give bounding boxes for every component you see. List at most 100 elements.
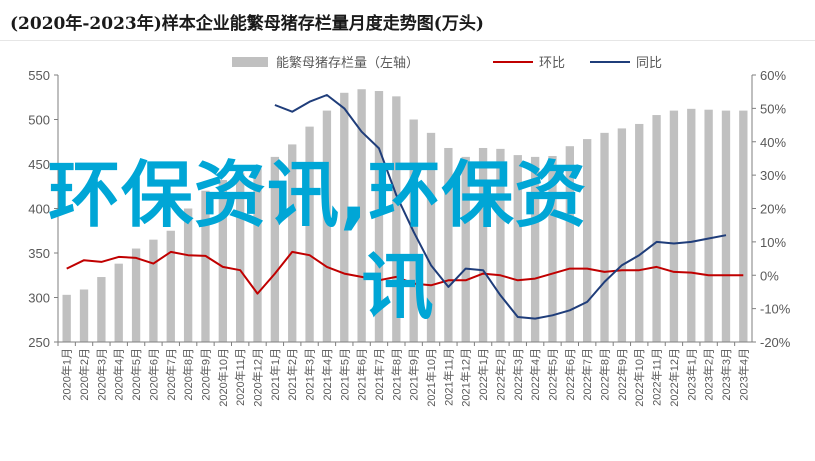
x-tick-label: 2020年2月: [77, 348, 91, 401]
bar: [530, 156, 540, 342]
bar: [253, 168, 262, 342]
x-tick-label: 2021年7月: [372, 348, 386, 401]
legend-label: 能繁母猪存栏量（左轴）: [276, 55, 419, 71]
bar: [392, 96, 401, 342]
line-series: [66, 94, 744, 320]
x-tick-label: 2021年5月: [337, 348, 351, 401]
x-tick-label: 2021年6月: [355, 348, 369, 401]
bar: [131, 248, 141, 342]
bar: [721, 110, 731, 342]
x-tick-label: 2022年10月: [632, 348, 646, 407]
x-tick-label: 2021年9月: [407, 348, 421, 401]
right-tick-label: 20%: [760, 202, 786, 217]
left-tick-label: 500: [28, 113, 50, 128]
x-tick-label: 2020年5月: [129, 348, 143, 401]
bar: [565, 146, 574, 342]
right-tick-label: 50%: [760, 101, 786, 116]
right-tick-label: 10%: [760, 235, 786, 250]
bar: [461, 156, 470, 342]
x-tick-label: 2021年10月: [424, 348, 438, 407]
right-tick-label: 40%: [760, 135, 786, 150]
x-tick-label: 2022年6月: [563, 348, 577, 401]
bar: [513, 155, 522, 342]
x-tick-label: 2022年9月: [615, 348, 629, 401]
bar: [322, 110, 332, 342]
left-tick-label: 300: [28, 291, 50, 306]
bar: [305, 126, 314, 343]
right-tick-label: -20%: [760, 335, 791, 350]
bar: [739, 110, 748, 342]
bar: [669, 110, 679, 342]
right-tick-label: 60%: [760, 68, 786, 83]
bar: [166, 230, 175, 342]
x-tick-label: 2022年2月: [493, 348, 507, 401]
x-tick-label: 2021年2月: [285, 348, 299, 401]
bar: [478, 147, 488, 342]
left-tick-label: 250: [28, 335, 50, 350]
legend: 能繁母猪存栏量（左轴） 环比 同比: [232, 55, 662, 71]
bar: [114, 263, 123, 342]
legend-item: 同比: [590, 56, 662, 71]
legend-item: 环比: [493, 56, 565, 71]
yoy-line: [274, 94, 727, 320]
mom-line: [66, 250, 744, 295]
x-tick-label: 2020年11月: [233, 348, 247, 406]
bar: [548, 155, 557, 342]
left-tick-label: 550: [28, 68, 50, 83]
right-tick-label: 30%: [760, 168, 786, 183]
bar: [374, 91, 384, 343]
left-tick-label: 450: [28, 157, 50, 172]
bar: [687, 108, 696, 342]
x-tick-label: 2020年1月: [60, 348, 74, 401]
x-tick-label: 2020年3月: [94, 348, 108, 401]
x-tick-label: 2020年10月: [216, 348, 230, 407]
bar: [218, 180, 227, 342]
x-tick-label: 2020年4月: [112, 348, 126, 401]
axes: 250 300 350 400 450 500 550 -20% -10% 0% 10% 20% 30%…: [28, 68, 790, 407]
x-tick-label: 2021年11月: [441, 348, 455, 406]
bar: [617, 128, 627, 342]
bar: [496, 148, 505, 342]
x-tick-label: 2022年12月: [667, 348, 681, 407]
x-tick-label: 2023年3月: [719, 348, 733, 401]
bar: [149, 239, 158, 342]
chart-title: (2020年-2023年)样本企业能繁母猪存栏量月度走势图(万头): [10, 14, 484, 34]
bar: [600, 132, 609, 342]
bar: [236, 172, 245, 342]
bar: [201, 190, 210, 342]
bar: [270, 156, 280, 342]
right-tick-label: 0%: [760, 268, 779, 283]
x-tick-label: 2022年4月: [528, 348, 542, 401]
bar: [583, 139, 592, 342]
bar: [357, 89, 366, 343]
x-tick-label: 2021年4月: [320, 348, 334, 401]
left-tick-label: 400: [28, 202, 50, 217]
x-tick-label: 2021年3月: [303, 348, 317, 401]
x-tick-label: 2022年3月: [511, 348, 525, 401]
bar: [288, 144, 297, 342]
legend-swatch: [232, 57, 268, 67]
x-tick-label: 2023年4月: [736, 348, 750, 401]
bar: [340, 92, 349, 342]
bar: [79, 289, 89, 342]
x-tick-label: 2022年1月: [476, 348, 490, 401]
right-tick-label: -10%: [760, 302, 791, 317]
bar: [704, 109, 713, 343]
x-tick-label: 2021年12月: [459, 348, 473, 407]
x-tick-label: 2020年6月: [146, 348, 160, 401]
bar: [62, 294, 71, 342]
bar: [97, 277, 106, 342]
bar: [183, 208, 193, 342]
title-bar: (2020年-2023年)样本企业能繁母猪存栏量月度走势图(万头): [0, 0, 815, 41]
left-tick-label: 350: [28, 246, 50, 261]
x-tick-label: 2020年12月: [251, 348, 265, 407]
x-tick-label: 2023年1月: [684, 348, 698, 401]
legend-label: 环比: [539, 56, 565, 71]
bar: [444, 147, 453, 342]
x-tick-label: 2021年1月: [268, 348, 282, 401]
x-tick-label: 2020年8月: [181, 348, 195, 401]
legend-label: 同比: [636, 56, 662, 71]
x-tick-label: 2022年7月: [580, 348, 594, 401]
bar: [426, 132, 436, 342]
